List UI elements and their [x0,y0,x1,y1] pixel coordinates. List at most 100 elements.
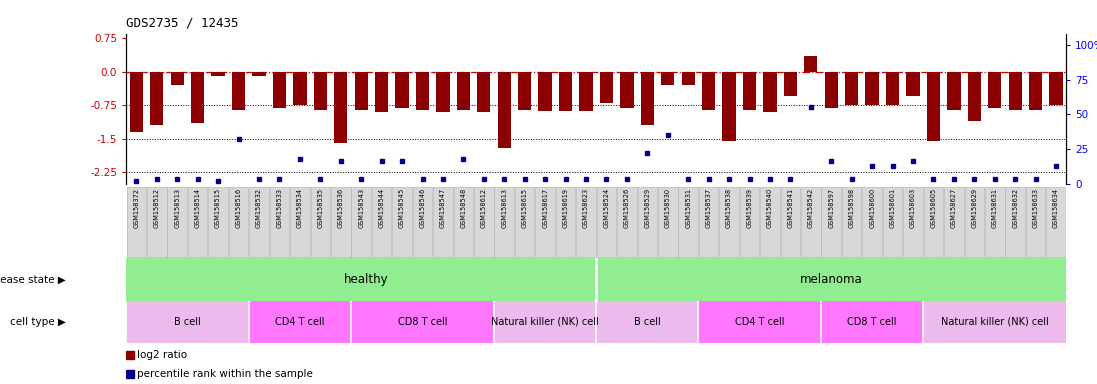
Bar [229,187,248,257]
Bar [924,301,1066,343]
Bar [126,187,146,257]
Bar [618,187,636,257]
Text: GSM158372: GSM158372 [134,188,139,228]
Bar [903,187,923,257]
Bar [129,72,143,132]
Bar [886,72,900,105]
Bar [395,72,409,108]
Text: CD4 T cell: CD4 T cell [735,317,784,327]
Text: GSM158627: GSM158627 [951,188,957,228]
Bar [845,72,858,105]
Bar [760,187,780,257]
Text: CD8 T cell: CD8 T cell [398,317,448,327]
Text: GSM158632: GSM158632 [1013,188,1018,228]
Text: GSM158619: GSM158619 [563,188,568,228]
Bar [947,72,961,110]
Bar [150,72,163,126]
Bar [821,301,924,343]
Text: GSM158529: GSM158529 [644,188,651,228]
Bar [988,72,1002,108]
Text: GSM158633: GSM158633 [1032,188,1039,228]
Text: GSM158548: GSM158548 [461,188,466,228]
Text: GSM158603: GSM158603 [911,188,916,228]
Bar [249,301,351,343]
Bar [147,187,167,257]
Text: GSM158617: GSM158617 [542,188,548,228]
Bar [558,72,573,111]
Bar [801,187,821,257]
Text: GSM158537: GSM158537 [705,188,712,228]
Bar [658,187,678,257]
Bar [743,72,756,110]
Text: cell type ▶: cell type ▶ [10,317,66,327]
Bar [477,72,490,112]
Text: GSM158540: GSM158540 [767,188,773,228]
Bar [518,72,531,110]
Bar [126,301,249,343]
Bar [883,187,903,257]
Bar [945,187,963,257]
Bar [702,72,715,110]
Bar [252,72,265,76]
Bar [331,187,351,257]
Text: GSM158539: GSM158539 [746,188,753,228]
Bar [924,187,943,257]
Text: GSM158546: GSM158546 [419,188,426,228]
Bar [927,72,940,141]
Bar [1005,187,1025,257]
Text: GSM158533: GSM158533 [276,188,282,228]
Text: GSM158524: GSM158524 [603,188,610,228]
Bar [273,72,286,108]
Bar [231,72,246,110]
Text: GSM158615: GSM158615 [522,188,528,228]
Bar [825,72,838,108]
Text: GSM158534: GSM158534 [297,188,303,228]
Text: GSM158612: GSM158612 [480,188,487,228]
Text: GSM158597: GSM158597 [828,188,834,228]
Text: GSM158634: GSM158634 [1053,188,1059,228]
Text: GSM158631: GSM158631 [992,188,998,228]
Bar [375,72,388,112]
Text: GSM158538: GSM158538 [726,188,732,228]
Bar [822,187,841,257]
Bar [985,187,1005,257]
Bar [310,187,330,257]
Bar [437,72,450,112]
Text: GSM158513: GSM158513 [174,188,180,228]
Bar [453,187,473,257]
Bar [212,72,225,76]
Bar [191,72,204,123]
Bar [168,187,188,257]
Text: log2 ratio: log2 ratio [137,350,186,360]
Text: Natural killer (NK) cell: Natural killer (NK) cell [941,317,1049,327]
Bar [804,56,817,72]
Text: GSM158514: GSM158514 [194,188,201,228]
Text: GSM158544: GSM158544 [378,188,385,228]
Bar [699,187,719,257]
Text: GSM158623: GSM158623 [583,188,589,228]
Bar [866,72,879,105]
Bar [1008,72,1021,110]
Bar [596,301,699,343]
Bar [351,187,371,257]
Text: GSM158613: GSM158613 [501,188,507,228]
Bar [968,72,981,121]
Text: GSM158605: GSM158605 [930,188,937,228]
Bar [596,258,1066,301]
Bar [335,72,348,143]
Bar [637,187,657,257]
Text: healthy: healthy [344,273,388,286]
Bar [416,72,429,110]
Text: melanoma: melanoma [800,273,862,286]
Text: GSM158535: GSM158535 [317,188,324,228]
Text: CD4 T cell: CD4 T cell [275,317,325,327]
Bar [862,187,882,257]
Bar [661,72,675,85]
Bar [354,72,367,110]
Text: GSM158536: GSM158536 [338,188,343,228]
Bar [171,72,184,85]
Text: GSM158531: GSM158531 [686,188,691,228]
Text: GSM158512: GSM158512 [154,188,160,228]
Bar [1050,72,1063,105]
Bar [372,187,392,257]
